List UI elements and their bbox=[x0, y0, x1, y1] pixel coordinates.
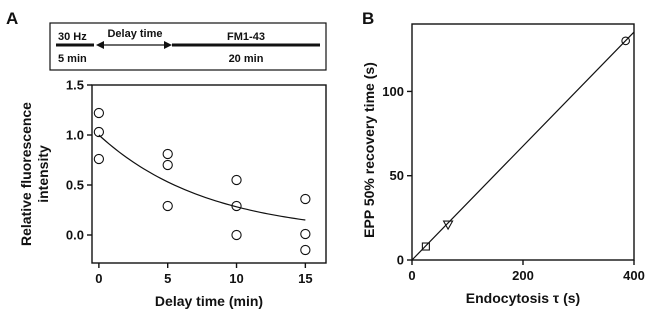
panel-b-x-ticks: 0 200 400 bbox=[408, 260, 645, 283]
panel-b-points bbox=[421, 36, 631, 251]
panel-a-frame bbox=[91, 84, 327, 264]
panel-a-y-tick-label: 0.0 bbox=[66, 228, 84, 243]
panel-a-data-point bbox=[300, 244, 311, 256]
panel-b-y-tick-label: 50 bbox=[390, 168, 404, 183]
panel-b-y-axis-label: EPP 50% recovery time (s) bbox=[361, 62, 377, 238]
delay-label: Delay time bbox=[107, 28, 162, 40]
panel-a-x-tick-label: 0 bbox=[95, 271, 102, 286]
panel-b-y-tick-label: 0 bbox=[397, 253, 404, 268]
panel-a-data-point bbox=[300, 193, 311, 205]
delay-arrow-left-head bbox=[96, 41, 104, 49]
stim-duration: 5 min bbox=[58, 53, 87, 65]
panel-a-data-point bbox=[231, 200, 242, 212]
panel-a-y-tick-label: 1.5 bbox=[66, 78, 84, 93]
panel-a-fit-curve bbox=[98, 134, 306, 221]
panel-a-data-point bbox=[93, 153, 105, 165]
panel-a-y-tick-label: 1.0 bbox=[66, 128, 84, 143]
panel-a-y-axis-label-line2: intensity bbox=[35, 145, 51, 203]
panel-a-y-tick-label: 0.5 bbox=[66, 178, 84, 193]
panel-a-data-point bbox=[162, 148, 173, 160]
delay-arrow-right-head bbox=[164, 41, 172, 49]
panel-b-data-point-circle bbox=[621, 36, 631, 46]
panel-b-y-tick-label: 100 bbox=[382, 84, 404, 99]
panel-a-data-point bbox=[231, 229, 242, 241]
panel-a-y-ticks: 0.0 0.5 1.0 1.5 bbox=[66, 78, 92, 243]
panel-a-label: A bbox=[6, 9, 18, 28]
panel-b-x-axis-label: Endocytosis τ (s) bbox=[466, 290, 580, 306]
panel-a-x-tick-label: 15 bbox=[298, 271, 312, 286]
dye-duration: 20 min bbox=[229, 53, 264, 65]
panel-b-data-point-square bbox=[421, 242, 430, 251]
panel-a-data-point bbox=[93, 107, 105, 119]
panel-a-x-axis-label: Delay time (min) bbox=[155, 293, 263, 309]
panel-b-plot: 0 50 100 0 200 400 Endocytosis τ (s) EPP 50%… bbox=[361, 23, 645, 306]
panel-b-label: B bbox=[362, 9, 374, 28]
panel-a-x-ticks: 0 5 10 15 bbox=[95, 263, 313, 286]
panel-a-data-point bbox=[162, 159, 173, 171]
panel-a-y-axis-label-line1: Relative fluorescence bbox=[18, 102, 34, 246]
stim-label: 30 Hz bbox=[58, 31, 87, 43]
panel-a-data-point bbox=[162, 200, 173, 212]
panel-b-x-tick-label: 0 bbox=[408, 268, 415, 283]
panel-a-x-tick-label: 5 bbox=[164, 271, 171, 286]
panel-a-data-point bbox=[93, 126, 105, 138]
panel-a-data-point bbox=[231, 174, 242, 186]
panel-b-fit-line bbox=[411, 31, 635, 261]
panel-a-plot: 0.0 0.5 1.0 1.5 0 5 10 15 Delay time (min) Rel… bbox=[18, 78, 327, 309]
panel-b-data-point-triangle bbox=[442, 220, 454, 231]
panel-a-points bbox=[93, 107, 311, 256]
panel-b-y-ticks: 0 50 100 bbox=[382, 84, 412, 268]
protocol-diagram: 30 Hz 5 min Delay time FM1-43 20 min bbox=[49, 22, 327, 71]
panel-b-x-tick-label: 400 bbox=[623, 268, 645, 283]
dye-label: FM1-43 bbox=[227, 31, 265, 43]
protocol-box bbox=[49, 22, 327, 71]
panel-a-data-point bbox=[300, 228, 311, 240]
panel-b-x-tick-label: 200 bbox=[512, 268, 534, 283]
panel-a-x-tick-label: 10 bbox=[229, 271, 243, 286]
